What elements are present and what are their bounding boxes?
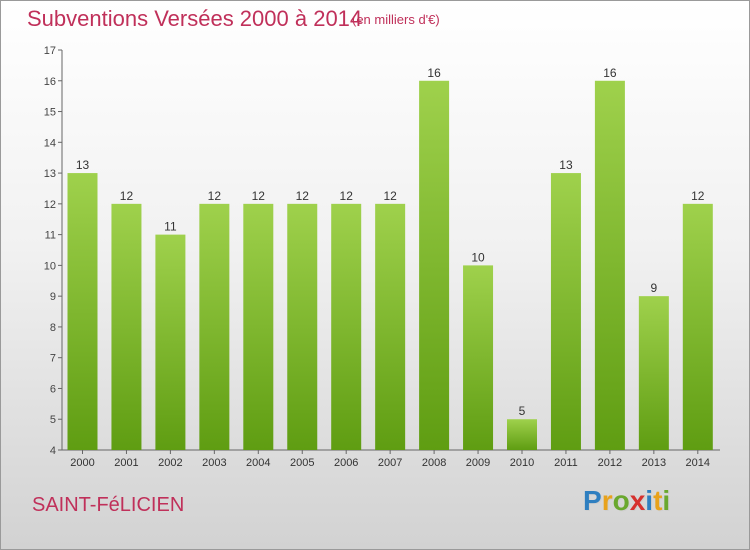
- y-tick-label: 10: [44, 260, 56, 272]
- x-tick-label: 2014: [686, 457, 710, 469]
- y-tick-label: 17: [44, 45, 56, 57]
- bar: [67, 173, 98, 451]
- y-tick-label: 8: [50, 322, 56, 334]
- x-tick-label: 2002: [158, 457, 182, 469]
- bar-value-label: 11: [164, 220, 177, 234]
- bar: [155, 234, 186, 450]
- logo-letter: o: [612, 485, 630, 516]
- bar: [419, 80, 450, 451]
- bar: [594, 80, 625, 451]
- x-tick-label: 2011: [554, 457, 578, 469]
- proxiti-logo[interactable]: Proxiti: [583, 485, 670, 517]
- y-tick-label: 12: [44, 199, 56, 211]
- bar: [331, 203, 362, 450]
- commune-name: SAINT-FéLICIEN: [32, 494, 185, 516]
- x-tick-label: 2003: [202, 457, 226, 469]
- logo-letter: P: [583, 485, 602, 516]
- bar: [111, 203, 142, 450]
- x-tick-label: 2009: [466, 457, 490, 469]
- bar-value-label: 10: [471, 250, 485, 264]
- bar-value-label: 12: [120, 189, 134, 203]
- bar-value-label: 9: [651, 281, 658, 295]
- bar-value-label: 12: [252, 189, 266, 203]
- bar-value-label: 12: [691, 189, 705, 203]
- bar: [507, 419, 537, 450]
- bar-value-label: 12: [296, 189, 310, 203]
- bar: [638, 296, 669, 450]
- logo-letter: r: [601, 485, 613, 516]
- bar: [243, 203, 274, 450]
- x-tick-label: 2001: [114, 457, 138, 469]
- y-tick-label: 13: [44, 168, 56, 180]
- y-tick-label: 4: [50, 445, 56, 457]
- bar: [199, 203, 230, 450]
- x-tick-label: 2013: [642, 457, 666, 469]
- y-tick-label: 6: [50, 383, 56, 395]
- chart-unit: (en milliers d'€): [352, 12, 440, 27]
- bar-value-label: 12: [208, 189, 222, 203]
- y-tick-label: 11: [45, 230, 56, 242]
- x-tick-label: 2000: [70, 457, 94, 469]
- bar-value-label: 13: [76, 158, 90, 172]
- bar-value-label: 12: [383, 189, 397, 203]
- bar-value-label: 12: [340, 189, 354, 203]
- bar: [375, 203, 406, 450]
- bar: [682, 203, 713, 450]
- x-tick-label: 2012: [598, 457, 622, 469]
- y-tick-label: 15: [44, 107, 56, 119]
- x-tick-label: 2007: [378, 457, 402, 469]
- bar: [287, 203, 318, 450]
- bar-value-label: 5: [519, 404, 526, 418]
- x-tick-label: 2008: [422, 457, 446, 469]
- y-tick-label: 7: [50, 353, 56, 365]
- logo-letter: x: [629, 485, 646, 516]
- logo-letter: i: [662, 485, 671, 516]
- bar: [550, 173, 581, 451]
- y-tick-label: 5: [50, 414, 56, 426]
- x-tick-label: 2010: [510, 457, 534, 469]
- bar-value-label: 16: [427, 66, 441, 80]
- logo-letter: i: [645, 485, 654, 516]
- y-tick-label: 9: [50, 291, 56, 303]
- x-tick-label: 2004: [246, 457, 270, 469]
- y-tick-label: 14: [44, 137, 56, 149]
- x-tick-label: 2005: [290, 457, 314, 469]
- x-tick-label: 2006: [334, 457, 358, 469]
- logo-letter: t: [653, 485, 663, 516]
- bar: [463, 265, 494, 450]
- bar-value-label: 13: [559, 158, 573, 172]
- y-tick-label: 16: [44, 76, 56, 88]
- bar-value-label: 16: [603, 66, 617, 80]
- chart-title: Subventions Versées 2000 à 2014: [27, 6, 363, 31]
